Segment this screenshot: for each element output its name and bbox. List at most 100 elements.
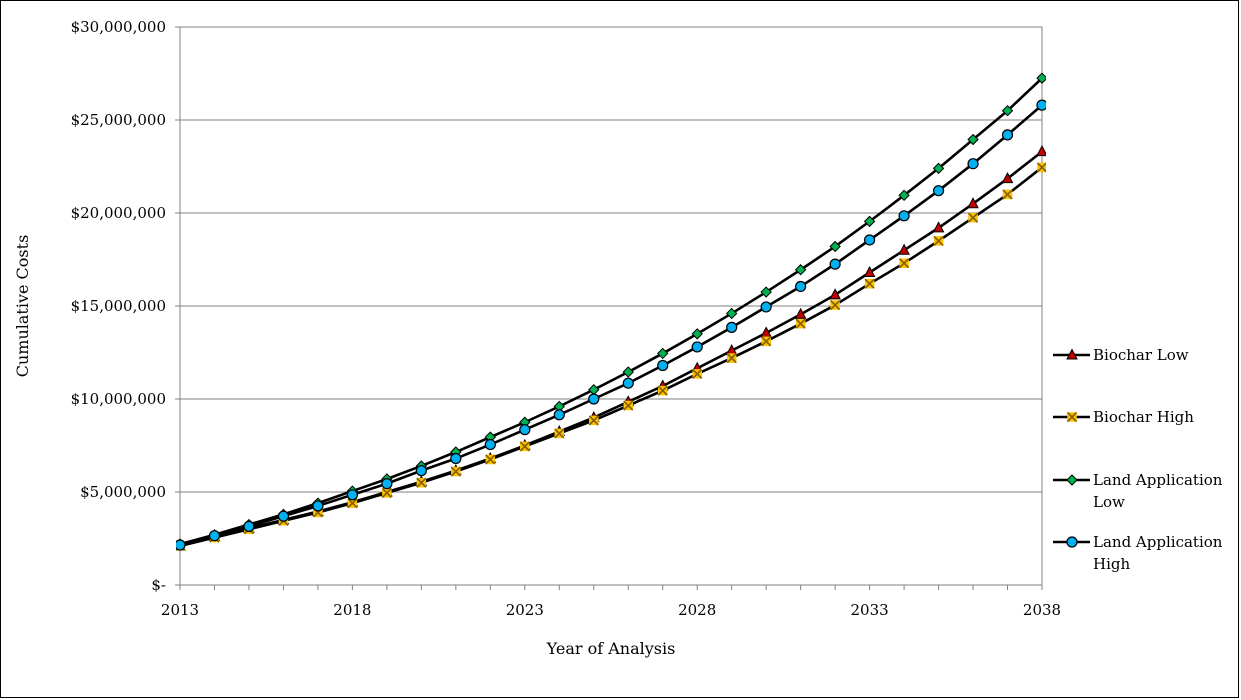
- data-point: [967, 158, 979, 170]
- data-point: [1002, 189, 1013, 200]
- data-point: [554, 428, 565, 439]
- y-tick-label: $30,000,000: [71, 18, 166, 36]
- data-point: [829, 258, 841, 270]
- x-tick-label: 2033: [851, 601, 889, 619]
- y-axis-title: Cumulative Costs: [13, 235, 32, 378]
- x-tick-label: 2013: [161, 601, 199, 619]
- data-point: [932, 221, 945, 233]
- data-point: [484, 438, 496, 451]
- legend-label: Biochar High: [1093, 408, 1194, 426]
- data-point: [864, 278, 875, 289]
- data-point: [795, 280, 807, 293]
- legend-item: Biochar Low: [1053, 346, 1189, 364]
- data-point: [898, 210, 910, 222]
- data-point: [932, 162, 945, 175]
- data-point: [623, 400, 634, 411]
- data-point: [588, 415, 599, 426]
- data-point: [622, 366, 634, 378]
- data-point: [312, 500, 324, 512]
- legend-label-line2: High: [1093, 555, 1130, 573]
- y-tick-label: $5,000,000: [80, 483, 166, 501]
- data-point: [450, 452, 462, 465]
- data-point: [726, 321, 738, 333]
- x-tick-label: 2023: [506, 601, 544, 619]
- series-group: [176, 72, 1046, 552]
- data-point: [967, 133, 979, 146]
- legend-item: Biochar High: [1053, 408, 1194, 426]
- data-point: [519, 441, 530, 452]
- data-point: [588, 383, 600, 396]
- data-point: [691, 341, 703, 353]
- data-point: [933, 235, 944, 246]
- data-point: [1001, 172, 1014, 184]
- legend-label: Land Application: [1093, 533, 1223, 551]
- legend-marker: [1066, 536, 1078, 548]
- data-point: [898, 189, 910, 202]
- x-tick-label: 2028: [678, 601, 716, 619]
- data-point: [208, 530, 221, 542]
- data-point: [726, 353, 737, 364]
- data-point: [416, 477, 427, 488]
- data-point: [450, 466, 461, 477]
- data-point: [588, 393, 600, 405]
- data-point: [863, 265, 876, 278]
- data-point: [1036, 145, 1046, 157]
- data-point: [346, 489, 358, 501]
- data-point: [1001, 104, 1014, 117]
- data-point: [1036, 162, 1046, 173]
- data-point: [692, 368, 703, 379]
- data-point: [829, 240, 841, 253]
- data-point: [176, 539, 186, 551]
- data-point: [657, 359, 669, 372]
- data-point: [761, 336, 772, 347]
- y-tick-label: $10,000,000: [71, 390, 166, 408]
- data-point: [863, 215, 876, 228]
- legend-item: Land Application Low: [1053, 471, 1223, 511]
- y-axis-ticks: $- $5,000,000 $10,000,000 $15,000,000 $20,00…: [71, 18, 180, 594]
- data-point: [795, 318, 806, 329]
- legend-label: Biochar Low: [1093, 346, 1189, 364]
- legend-item: Land Application High: [1053, 533, 1223, 573]
- legend-marker: [1066, 474, 1078, 486]
- data-point: [381, 478, 393, 490]
- data-point: [760, 301, 772, 313]
- data-point: [863, 234, 876, 246]
- series-land-application-low: [176, 72, 1046, 550]
- y-tick-label: $25,000,000: [71, 111, 166, 129]
- data-point: [657, 385, 668, 396]
- x-axis-ticks: 2013 2018 2023 2028 2033 2038: [161, 585, 1061, 619]
- data-point: [519, 424, 531, 436]
- data-point: [1036, 99, 1046, 111]
- series-biochar-high: [176, 162, 1046, 552]
- data-point: [967, 212, 979, 223]
- data-point: [760, 286, 772, 298]
- data-point: [899, 258, 910, 269]
- series-line: [179, 166, 1043, 548]
- gridlines: [180, 119, 1042, 493]
- data-point: [898, 243, 910, 255]
- y-tick-label: $15,000,000: [71, 297, 166, 315]
- data-point: [932, 185, 945, 197]
- data-point: [347, 498, 358, 509]
- data-point: [657, 347, 669, 360]
- y-tick-label: $-: [151, 576, 166, 594]
- data-point: [1001, 129, 1014, 141]
- legend-label-line2: Low: [1093, 493, 1125, 511]
- data-point: [381, 487, 392, 498]
- series-line: [179, 104, 1043, 547]
- data-point: [277, 510, 290, 522]
- x-tick-label: 2038: [1023, 601, 1061, 619]
- legend-marker: [1066, 348, 1078, 360]
- data-point: [243, 520, 255, 533]
- series-land-application-high: [176, 99, 1046, 551]
- series-line: [179, 77, 1043, 546]
- legend-label: Land Application: [1093, 471, 1223, 489]
- data-point: [967, 197, 979, 209]
- data-point: [485, 454, 496, 465]
- data-point: [794, 307, 807, 319]
- data-point: [725, 307, 738, 320]
- y-tick-label: $20,000,000: [71, 204, 166, 222]
